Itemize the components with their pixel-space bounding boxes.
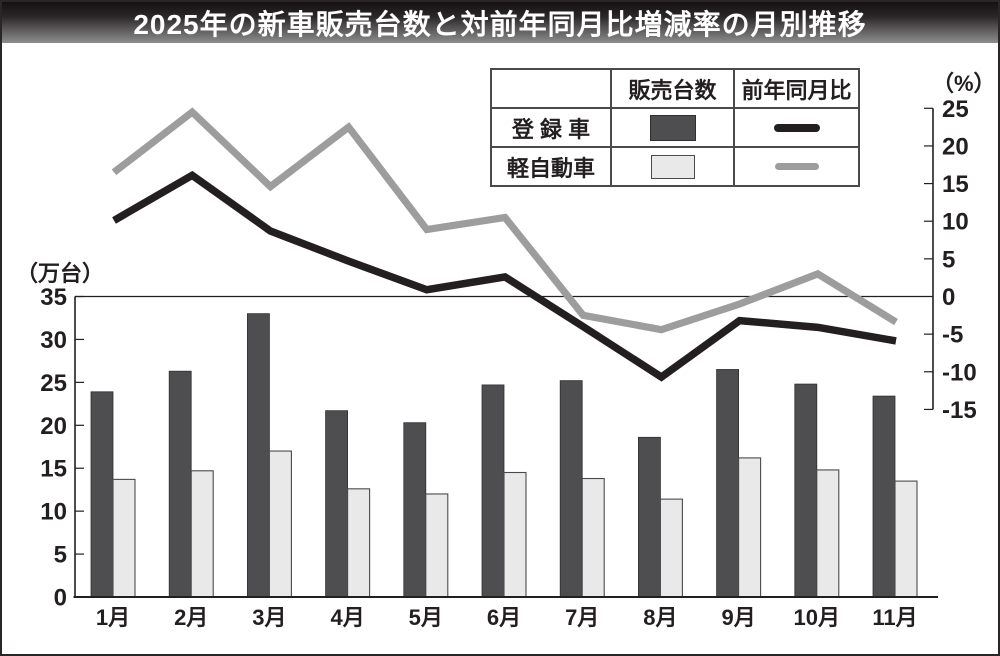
registered-bar	[638, 436, 661, 598]
kei-bar	[503, 471, 527, 598]
kei-bar-swatch	[650, 154, 695, 179]
registered-bar	[90, 391, 114, 598]
legend-label-registered: 登 録 車	[490, 107, 612, 148]
kei-bar	[190, 470, 214, 598]
legend-row-registered: 登 録 車	[490, 107, 860, 148]
registered-bar	[872, 395, 896, 598]
kei-bar	[581, 477, 605, 598]
legend-header-row: 販売台数 前年同月比	[490, 68, 860, 109]
right-axis-tick-label: -10	[942, 359, 977, 386]
kei-bar	[659, 498, 683, 598]
bars-group	[90, 313, 918, 598]
legend-empty-cell	[490, 68, 612, 109]
kei-bar	[347, 488, 371, 598]
registered-bar	[246, 313, 270, 598]
left-axis-tick-label: 10	[40, 499, 67, 526]
kei-yoy-line	[111, 107, 898, 334]
right-axis-tick-label: 25	[942, 96, 969, 123]
month-label: 7月	[565, 605, 599, 630]
month-label: 6月	[487, 605, 521, 630]
left-axis-tick-label: 20	[40, 413, 67, 440]
kei-bar	[738, 457, 762, 598]
left-axis-tick-label: 25	[40, 370, 67, 397]
left-axis-unit-label: （万台）	[16, 261, 105, 286]
legend-row-kei: 軽自動車	[490, 146, 860, 187]
right-axis-tick-label: -5	[942, 322, 963, 349]
legend-header-yoy: 前年同月比	[733, 68, 860, 109]
legend-header-sales: 販売台数	[610, 68, 735, 109]
registered-bar	[325, 410, 349, 598]
kei-bar	[112, 478, 136, 598]
right-axis-tick-label: 10	[942, 209, 969, 236]
left-axis-tick-label: 15	[40, 456, 67, 483]
left-axis-tick-label: 30	[40, 327, 67, 354]
month-label: 8月	[643, 605, 677, 630]
right-axis-tick-label: -15	[942, 397, 977, 424]
registered-yoy-line	[112, 170, 897, 382]
registered-bar	[481, 384, 505, 598]
title-bar: 2025年の新車販売台数と対前年同月比増減率の月別推移	[2, 2, 998, 43]
registered-bar	[559, 380, 583, 598]
registered-bar-swatch	[649, 114, 696, 141]
right-axis-tick-label: 0	[942, 284, 955, 311]
chart-title: 2025年の新車販売台数と対前年同月比増減率の月別推移	[133, 8, 867, 40]
right-axis-unit-label: （%）	[932, 71, 996, 96]
kei-line-swatch	[774, 163, 819, 170]
month-label: 2月	[174, 605, 208, 630]
right-axis-tick-label: 5	[942, 246, 955, 273]
left-axis-tick-label: 0	[54, 585, 67, 612]
legend-label-kei: 軽自動車	[490, 146, 612, 187]
registered-bar	[168, 370, 192, 598]
month-label: 3月	[252, 605, 286, 630]
month-label: 11月	[872, 605, 917, 630]
month-label: 10月	[794, 605, 840, 630]
right-axis: -15 -10 -5 0 5 10 15 20 25	[924, 96, 977, 424]
registered-bar	[794, 383, 818, 598]
month-label: 9月	[721, 605, 755, 630]
registered-bar	[716, 369, 739, 598]
month-labels: 1月 2月 3月 4月 5月 6月 7月 8月 9月 10月 11月	[96, 605, 918, 630]
legend-table: 販売台数 前年同月比 登 録 車 軽自動車	[490, 68, 860, 187]
right-axis-tick-label: 20	[942, 133, 969, 160]
left-axis-tick-label: 5	[54, 542, 67, 569]
month-label: 5月	[409, 605, 443, 630]
kei-bar	[816, 469, 840, 598]
kei-bar	[268, 450, 292, 598]
left-axis: 0 5 10 15 20 25 30 35	[40, 284, 84, 612]
right-axis-tick-label: 15	[942, 171, 969, 198]
kei-bar	[425, 493, 449, 598]
kei-bar	[894, 480, 918, 598]
month-label: 4月	[330, 605, 364, 630]
left-axis-tick-label: 35	[40, 284, 67, 311]
month-label: 1月	[96, 605, 130, 630]
registered-line-swatch	[773, 123, 820, 132]
registered-bar	[403, 422, 427, 598]
